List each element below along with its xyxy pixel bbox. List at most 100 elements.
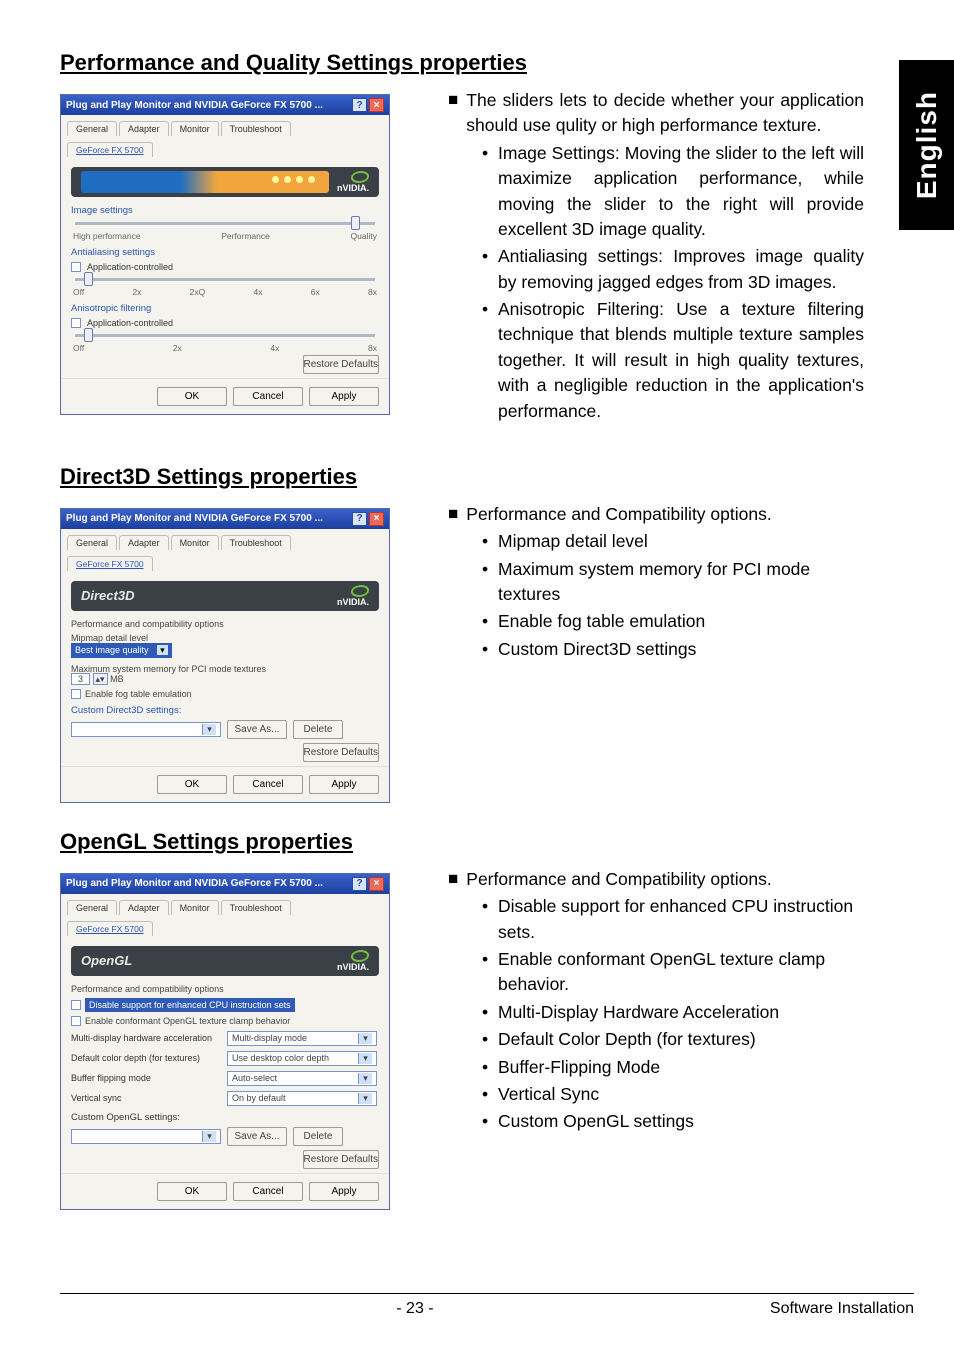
sub-bullet: Multi-Display Hardware Acceleration [482,1000,864,1025]
cancel-button[interactable]: Cancel [233,387,303,406]
sub-bullet: Buffer-Flipping Mode [482,1055,864,1080]
disable-cpu-label: Disable support for enhanced CPU instruc… [85,998,295,1012]
slider-tick: Performance [221,231,270,241]
close-icon[interactable]: × [369,98,384,112]
ok-button[interactable]: OK [157,775,227,794]
sub-bullet: Image Settings: Moving the slider to the… [482,141,864,243]
aniso-slider[interactable] [75,334,375,337]
slider-tick: 2x [132,287,141,297]
sub-bullet: Antialiasing settings: Improves image qu… [482,244,864,295]
aa-slider[interactable] [75,278,375,281]
image-settings-slider[interactable] [75,222,375,225]
spinner-icon[interactable]: ▴▾ [93,673,108,685]
page-number: - 23 - [396,1300,433,1318]
dialog-title: Plug and Play Monitor and NVIDIA GeForce… [66,513,323,524]
help-icon[interactable]: ? [352,512,367,526]
sub-bullet: Custom Direct3D settings [482,637,864,662]
tab-geforce[interactable]: GeForce FX 5700 [67,142,153,157]
multi-display-select[interactable]: Multi-display mode▾ [227,1031,377,1046]
sub-bullet: Custom OpenGL settings [482,1109,864,1134]
ogl-dialog: Plug and Play Monitor and NVIDIA GeForce… [60,873,390,1210]
tab-general[interactable]: General [67,535,117,550]
apply-button[interactable]: Apply [309,1182,379,1201]
bullet-text: Performance and Compatibility options. [466,502,771,527]
perf-dialog: Plug and Play Monitor and NVIDIA GeForce… [60,94,390,415]
fog-label: Enable fog table emulation [85,689,192,699]
page-footer: - 23 - Software Installation [60,1293,914,1318]
tab-general[interactable]: General [67,900,117,915]
tab-monitor[interactable]: Monitor [171,121,219,136]
tab-monitor[interactable]: Monitor [171,900,219,915]
vsync-select[interactable]: On by default▾ [227,1091,377,1106]
tab-monitor[interactable]: Monitor [171,535,219,550]
tab-geforce[interactable]: GeForce FX 5700 [67,556,153,571]
maxmem-value[interactable]: 3 [71,673,90,685]
close-icon[interactable]: × [369,877,384,891]
restore-defaults-button[interactable]: Restore Defaults [303,743,379,762]
tab-adapter[interactable]: Adapter [119,121,169,136]
conformant-checkbox[interactable] [71,1016,81,1026]
apply-button[interactable]: Apply [309,387,379,406]
aniso-appctrl-checkbox[interactable] [71,318,81,328]
custom-ogl-select[interactable]: ▾ [71,1129,221,1144]
row-label: Multi-display hardware acceleration [71,1033,221,1043]
aa-appctrl-checkbox[interactable] [71,262,81,272]
sub-bullet: Mipmap detail level [482,529,864,554]
slider-tick: 4x [254,287,263,297]
d3d-dialog: Plug and Play Monitor and NVIDIA GeForce… [60,508,390,803]
saveas-button[interactable]: Save As... [227,720,287,739]
dialog-title: Plug and Play Monitor and NVIDIA GeForce… [66,878,323,889]
ok-button[interactable]: OK [157,387,227,406]
maxmem-label: Maximum system memory for PCI mode textu… [71,664,379,674]
nvidia-eye-icon [350,171,371,183]
ok-button[interactable]: OK [157,1182,227,1201]
saveas-button[interactable]: Save As... [227,1127,287,1146]
custom-ogl-label: Custom OpenGL settings: [71,1112,379,1123]
fog-checkbox[interactable] [71,689,81,699]
sub-bullet: Anisotropic Filtering: Use a texture fil… [482,297,864,424]
slider-tick: 8x [368,287,377,297]
restore-defaults-button[interactable]: Restore Defaults [303,1150,379,1169]
tab-adapter[interactable]: Adapter [119,900,169,915]
slider-tick: Quality [351,231,377,241]
color-depth-select[interactable]: Use desktop color depth▾ [227,1051,377,1066]
bullet-icon: ■ [448,88,458,139]
buffer-flip-select[interactable]: Auto-select▾ [227,1071,377,1086]
label-aniso: Anisotropic filtering [71,303,379,314]
tab-adapter[interactable]: Adapter [119,535,169,550]
cancel-button[interactable]: Cancel [233,775,303,794]
slider-tick: 2xQ [190,287,206,297]
label-image-settings: Image settings [71,205,379,216]
section-title-d3d: Direct3D Settings properties [60,464,914,490]
nvidia-logo-text: nVIDIA. [337,597,369,607]
dialog-titlebar: Plug and Play Monitor and NVIDIA GeForce… [61,509,389,529]
tab-troubleshoot[interactable]: Troubleshoot [221,535,291,550]
mipmap-select[interactable]: Best image quality ▾ [71,643,172,658]
custom-d3d-label: Custom Direct3D settings: [71,705,379,716]
sub-bullet: Maximum system memory for PCI mode textu… [482,557,864,608]
delete-button[interactable]: Delete [293,720,343,739]
tab-general[interactable]: General [67,121,117,136]
bullet-icon: ■ [448,502,458,527]
sub-bullet: Enable fog table emulation [482,609,864,634]
tab-troubleshoot[interactable]: Troubleshoot [221,900,291,915]
custom-d3d-select[interactable]: ▾ [71,722,221,737]
apply-button[interactable]: Apply [309,775,379,794]
restore-defaults-button[interactable]: Restore Defaults [303,355,379,374]
row-label: Vertical sync [71,1093,221,1103]
ogl-banner: OpenGL [81,953,132,968]
delete-button[interactable]: Delete [293,1127,343,1146]
help-icon[interactable]: ? [352,98,367,112]
d3d-banner: Direct3D [81,588,134,603]
language-tab-text: English [911,91,943,199]
cancel-button[interactable]: Cancel [233,1182,303,1201]
tab-troubleshoot[interactable]: Troubleshoot [221,121,291,136]
disable-cpu-checkbox[interactable] [71,1000,81,1010]
tab-geforce[interactable]: GeForce FX 5700 [67,921,153,936]
dialog-titlebar: Plug and Play Monitor and NVIDIA GeForce… [61,874,389,894]
conformant-label: Enable conformant OpenGL texture clamp b… [85,1016,290,1026]
help-icon[interactable]: ? [352,877,367,891]
dialog-title: Plug and Play Monitor and NVIDIA GeForce… [66,100,323,111]
close-icon[interactable]: × [369,512,384,526]
slider-tick: 4x [270,343,279,353]
